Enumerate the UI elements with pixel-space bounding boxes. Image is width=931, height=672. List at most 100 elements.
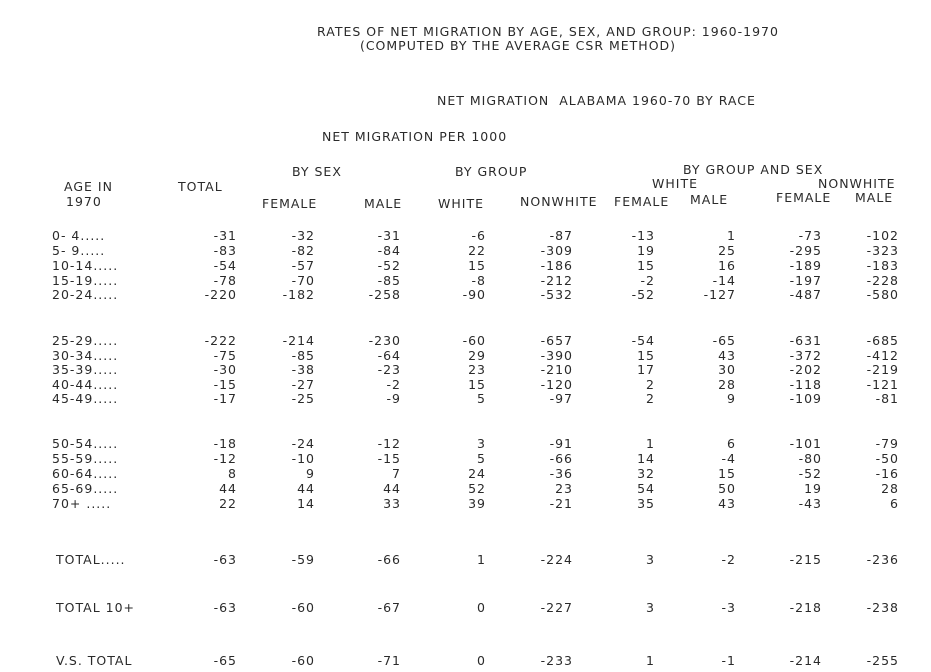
table-cell: 9	[306, 466, 315, 481]
table-cell: -121	[866, 377, 899, 392]
table-cell: -54	[213, 258, 237, 273]
table-cell: -580	[866, 287, 899, 302]
table-cell: -2	[721, 552, 736, 567]
table-cell: 15	[468, 377, 486, 392]
table-cell: -27	[291, 377, 315, 392]
table-cell: 25	[718, 243, 736, 258]
table-cell: -218	[789, 600, 822, 615]
table-cell: -25	[291, 391, 315, 406]
table-cell: 7	[392, 466, 401, 481]
table-cell: -202	[789, 362, 822, 377]
table-cell: 30	[718, 362, 736, 377]
table-cell: -214	[282, 333, 315, 348]
table-cell: -21	[549, 496, 573, 511]
table-cell: -1	[721, 653, 736, 668]
header-age-line2: 1970	[66, 194, 102, 209]
table-cell: -60	[291, 653, 315, 668]
table-cell: 1	[646, 653, 655, 668]
table-row: 15-19..... -78 -70 -85 -8 -212 -2 -14 -197 -228	[0, 273, 931, 288]
table-cell: -87	[549, 228, 573, 243]
table-cell: -6	[471, 228, 486, 243]
table-cell: -15	[213, 377, 237, 392]
table-cell: -83	[213, 243, 237, 258]
header-white-female: FEMALE	[614, 194, 670, 209]
table-cell: -82	[291, 243, 315, 258]
table-cell: 43	[718, 348, 736, 363]
row-label: 10-14.....	[52, 258, 119, 273]
table-row: 25-29..... -222 -214 -230 -60 -657 -54 -65 -631 -…	[0, 333, 931, 348]
table-cell: 3	[477, 436, 486, 451]
table-cell: -60	[291, 600, 315, 615]
table-row: 45-49..... -17 -25 -9 5 -97 2 9 -109 -81	[0, 391, 931, 406]
table-cell: 5	[477, 391, 486, 406]
table-cell: -2	[640, 273, 655, 288]
table-cell: -18	[213, 436, 237, 451]
row-label: 45-49.....	[52, 391, 119, 406]
row-label: V.S. TOTAL	[56, 653, 133, 668]
row-label: 30-34.....	[52, 348, 119, 363]
table-cell: 15	[637, 258, 655, 273]
table-row: 0- 4..... -31 -32 -31 -6 -87 -13 1 -73 -102	[0, 228, 931, 243]
row-label: 50-54.....	[52, 436, 119, 451]
table-cell: -38	[291, 362, 315, 377]
table-cell: 17	[637, 362, 655, 377]
table-cell: 19	[804, 481, 822, 496]
header-nonwhite-group: NONWHITE	[818, 176, 896, 191]
table-cell: -222	[204, 333, 237, 348]
table-cell: -79	[875, 436, 899, 451]
table-cell: 6	[727, 436, 736, 451]
header-white-male: MALE	[690, 192, 729, 207]
table-cell: 19	[637, 243, 655, 258]
table-cell: -230	[368, 333, 401, 348]
header-white: WHITE	[438, 196, 484, 211]
header-nonwhite-male: MALE	[855, 190, 894, 205]
table-cell: -67	[377, 600, 401, 615]
table-cell: -81	[875, 391, 899, 406]
table-cell: -52	[377, 258, 401, 273]
table-cell: -127	[703, 287, 736, 302]
page-subtitle: (COMPUTED BY THE AVERAGE CSR METHOD)	[359, 38, 677, 53]
table-cell: 1	[477, 552, 486, 567]
table-cell: 1	[646, 436, 655, 451]
table-cell: 50	[718, 481, 736, 496]
table-cell: 5	[477, 451, 486, 466]
table-cell: -3	[721, 600, 736, 615]
table-cell: 22	[468, 243, 486, 258]
table-cell: -50	[875, 451, 899, 466]
table-cell: -54	[631, 333, 655, 348]
table-cell: -12	[377, 436, 401, 451]
table-cell: 0	[477, 653, 486, 668]
table-cell: -372	[789, 348, 822, 363]
table-cell: -189	[789, 258, 822, 273]
table-cell: -487	[789, 287, 822, 302]
table-cell: -390	[540, 348, 573, 363]
table-cell: -78	[213, 273, 237, 288]
table-cell: 0	[477, 600, 486, 615]
table-cell: -31	[213, 228, 237, 243]
table-cell: -258	[368, 287, 401, 302]
table-cell: -220	[204, 287, 237, 302]
table-cell: 16	[718, 258, 736, 273]
table-cell: -14	[712, 273, 736, 288]
table-cell: -59	[291, 552, 315, 567]
table-cell: 2	[646, 377, 655, 392]
table-cell: -657	[540, 333, 573, 348]
table-cell: -685	[866, 333, 899, 348]
row-label: 60-64.....	[52, 466, 119, 481]
table-row: 5- 9..... -83 -82 -84 22 -309 19 25 -295 -323	[0, 243, 931, 258]
table-cell: -30	[213, 362, 237, 377]
table-cell: -71	[377, 653, 401, 668]
table-row: 65-69..... 44 44 44 52 23 54 50 19 28	[0, 481, 931, 496]
table-cell: -186	[540, 258, 573, 273]
table-cell: 33	[383, 496, 401, 511]
header-by-group: BY GROUP	[455, 164, 528, 179]
table-cell: -631	[789, 333, 822, 348]
table-row: 70+ ..... 22 14 33 39 -21 35 43 -43 6	[0, 496, 931, 511]
row-label: 0- 4.....	[52, 228, 106, 243]
header-nonwhite: NONWHITE	[520, 194, 598, 209]
table-cell: -227	[540, 600, 573, 615]
table-cell: 8	[228, 466, 237, 481]
table-cell: 39	[468, 496, 486, 511]
page-title: RATES OF NET MIGRATION BY AGE, SEX, AND …	[317, 24, 779, 39]
table-cell: -309	[540, 243, 573, 258]
